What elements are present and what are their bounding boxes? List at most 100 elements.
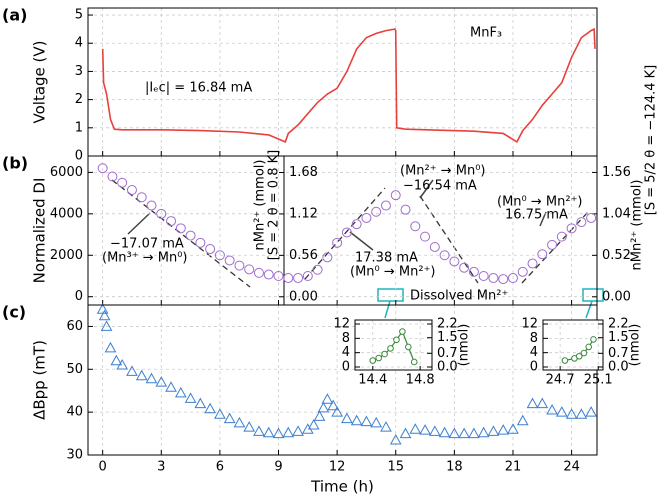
x-tick-label: 12 bbox=[329, 460, 346, 475]
x-tick-label: 9 bbox=[274, 460, 282, 475]
plot-frame bbox=[354, 319, 433, 371]
triangle-marker bbox=[233, 416, 246, 428]
triangle-marker bbox=[155, 376, 168, 387]
triangle-marker bbox=[419, 424, 431, 435]
circle-marker bbox=[293, 273, 304, 284]
triangle-marker bbox=[341, 412, 353, 424]
triangle-marker bbox=[389, 433, 402, 445]
circle-marker bbox=[449, 256, 460, 267]
y-tick-label: 0 bbox=[75, 289, 83, 304]
fit-line bbox=[419, 195, 479, 284]
inset-box-marker bbox=[377, 288, 404, 302]
circle-marker bbox=[507, 273, 518, 284]
triangle-marker bbox=[253, 425, 265, 436]
y2-tick-label: 0.7 bbox=[608, 346, 629, 361]
y2-tick-label: 1.5 bbox=[437, 330, 458, 345]
triangle-marker bbox=[438, 426, 451, 438]
y3-axis-label: nMn²⁺ (mmol) bbox=[630, 180, 645, 271]
fit-line bbox=[304, 187, 386, 280]
circle-marker bbox=[146, 200, 157, 211]
triangle-marker bbox=[546, 403, 558, 415]
triangle-marker bbox=[307, 418, 320, 430]
triangle-marker bbox=[204, 402, 216, 414]
triangle-marker bbox=[448, 427, 461, 439]
triangle-marker bbox=[165, 381, 177, 392]
triangle-marker bbox=[487, 425, 500, 436]
data-line bbox=[101, 27, 596, 144]
x-tick-label: 24 bbox=[563, 460, 580, 475]
y2-tick-label: 1.5 bbox=[608, 330, 629, 345]
x-axis-label: Time (h) bbox=[310, 478, 374, 496]
x-tick-label: 6 bbox=[216, 460, 224, 475]
triangle-marker bbox=[313, 410, 326, 421]
panel-label: (b) bbox=[2, 154, 28, 173]
circle-marker bbox=[590, 336, 597, 343]
y2-tick-label: 1.56 bbox=[602, 165, 631, 180]
triangle-marker bbox=[126, 365, 138, 376]
circle-marker bbox=[390, 190, 401, 201]
triangle-marker bbox=[458, 427, 470, 439]
y-tick-label: 0 bbox=[342, 359, 350, 374]
circle-marker bbox=[361, 212, 372, 223]
y-tick-label: 8 bbox=[530, 331, 538, 346]
circle-marker bbox=[371, 206, 382, 217]
triangle-marker bbox=[555, 406, 568, 417]
fit-line bbox=[521, 211, 589, 284]
triangle-marker bbox=[321, 393, 334, 404]
y2-tick-label: 2.2 bbox=[437, 317, 458, 332]
circle-marker bbox=[400, 204, 411, 215]
circle-marker bbox=[341, 227, 352, 238]
triangle-marker bbox=[370, 416, 383, 428]
y-tick-label: 30 bbox=[66, 448, 83, 463]
y-tick-label: 12 bbox=[333, 317, 350, 332]
triangle-marker bbox=[350, 414, 363, 426]
triangle-marker bbox=[292, 425, 304, 436]
circle-marker bbox=[575, 352, 583, 360]
y2-tick-label: 0.7 bbox=[437, 346, 458, 361]
annotation: MnF₃ bbox=[470, 26, 502, 41]
circle-marker bbox=[478, 270, 489, 281]
annotation-arrows bbox=[127, 179, 547, 251]
y2-tick-label: 0.0 bbox=[608, 360, 629, 375]
triangle-marker bbox=[194, 397, 207, 409]
y2-tick-label: 0.52 bbox=[602, 248, 631, 263]
circle-marker bbox=[393, 336, 400, 344]
arrow bbox=[349, 231, 374, 251]
triangle-marker bbox=[116, 358, 129, 370]
annotation: |Iₑc| = 16.84 mA bbox=[145, 81, 252, 96]
circle-marker bbox=[97, 163, 108, 174]
y-axis-label: Voltage (V) bbox=[31, 41, 49, 124]
circle-marker bbox=[439, 250, 450, 261]
triangle-marker bbox=[331, 406, 343, 417]
circle-marker bbox=[556, 231, 567, 242]
y-tick-label: 8 bbox=[342, 331, 350, 346]
y2-tick-label: 0.00 bbox=[289, 289, 318, 304]
y3-axis-label: [S = 5/2 θ = −124.4 K] bbox=[644, 65, 657, 215]
circle-marker bbox=[126, 184, 137, 195]
triangle-marker bbox=[272, 427, 285, 439]
annotation: (Mn²⁺ → Mn⁰) bbox=[400, 164, 486, 179]
circle-marker bbox=[263, 269, 274, 280]
triangle-marker bbox=[98, 309, 111, 321]
x-tick-label: 21 bbox=[505, 460, 522, 475]
y-tick-label: 60 bbox=[66, 319, 83, 334]
circle-marker bbox=[517, 266, 528, 277]
circle-marker bbox=[580, 349, 588, 357]
annotation: −16.54 mA bbox=[403, 179, 477, 194]
circle-marker bbox=[273, 270, 284, 281]
circle-marker bbox=[527, 258, 538, 269]
y-tick-label: 4000 bbox=[50, 206, 83, 221]
y-tick-label: 40 bbox=[66, 405, 83, 420]
circle-marker bbox=[234, 260, 245, 271]
triangle-marker bbox=[497, 424, 510, 435]
triangle-marker bbox=[585, 406, 597, 417]
triangle-marker bbox=[360, 415, 373, 427]
y-tick-label: 5 bbox=[75, 8, 83, 23]
triangle-marker bbox=[327, 399, 340, 411]
triangle-marker bbox=[223, 412, 236, 424]
y-tick-label: 2000 bbox=[50, 248, 83, 263]
circle-marker bbox=[566, 223, 577, 234]
circle-marker bbox=[107, 171, 118, 182]
circle-marker bbox=[585, 343, 593, 351]
circle-marker bbox=[586, 212, 597, 223]
